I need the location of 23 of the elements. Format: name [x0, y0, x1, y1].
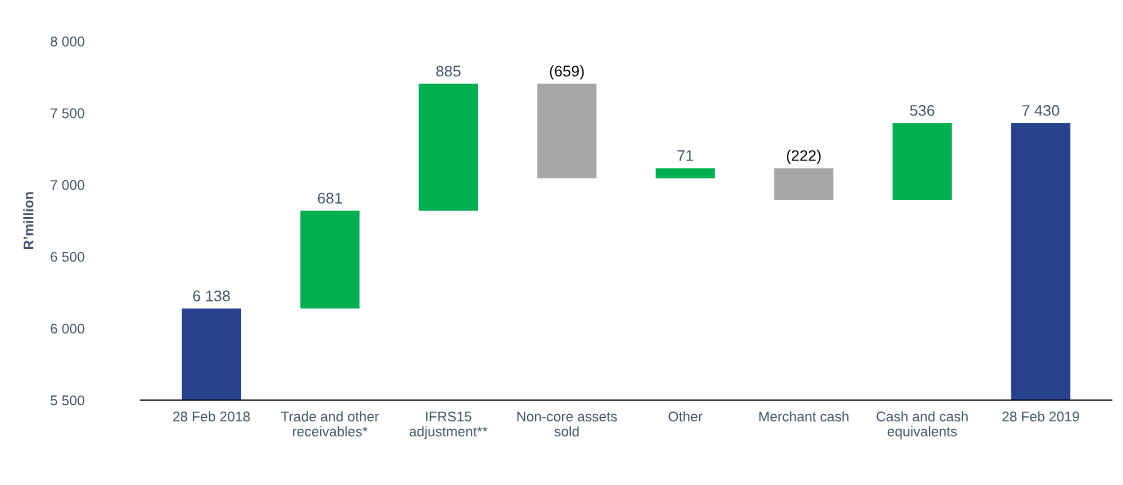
- x-tick-label: 28 Feb 2018: [173, 411, 250, 422]
- x-tick-label: Merchant cash: [759, 411, 849, 422]
- y-axis-title: R’million: [23, 192, 34, 250]
- data-label: 6 138: [193, 290, 230, 302]
- data-label: (222): [786, 149, 821, 164]
- data-label: 7 430: [1022, 105, 1060, 116]
- x-tick-label: Non-core assets sold: [517, 411, 617, 437]
- x-tick-label: 28 Feb 2019: [1002, 411, 1080, 422]
- x-tick-label: IFRS15 adjustment**: [409, 411, 488, 440]
- x-tick-label: Trade and other receivables*: [281, 411, 379, 437]
- y-tick-label: 6 000: [50, 323, 85, 334]
- data-label: 885: [436, 65, 461, 77]
- data-label: 681: [317, 192, 342, 204]
- data-label: 71: [677, 150, 694, 161]
- data-label: (659): [549, 65, 584, 80]
- y-tick-label: 6 500: [50, 251, 85, 262]
- y-tick-label: 7 000: [50, 180, 85, 190]
- x-tick-label: Cash and cash equivalents: [876, 411, 968, 440]
- data-label: 536: [910, 105, 935, 116]
- y-tick-label: 5 500: [50, 395, 85, 406]
- y-tick-label: 7 500: [50, 108, 85, 119]
- x-tick-label: Other: [668, 411, 703, 422]
- y-tick-label: 8 000: [50, 36, 85, 47]
